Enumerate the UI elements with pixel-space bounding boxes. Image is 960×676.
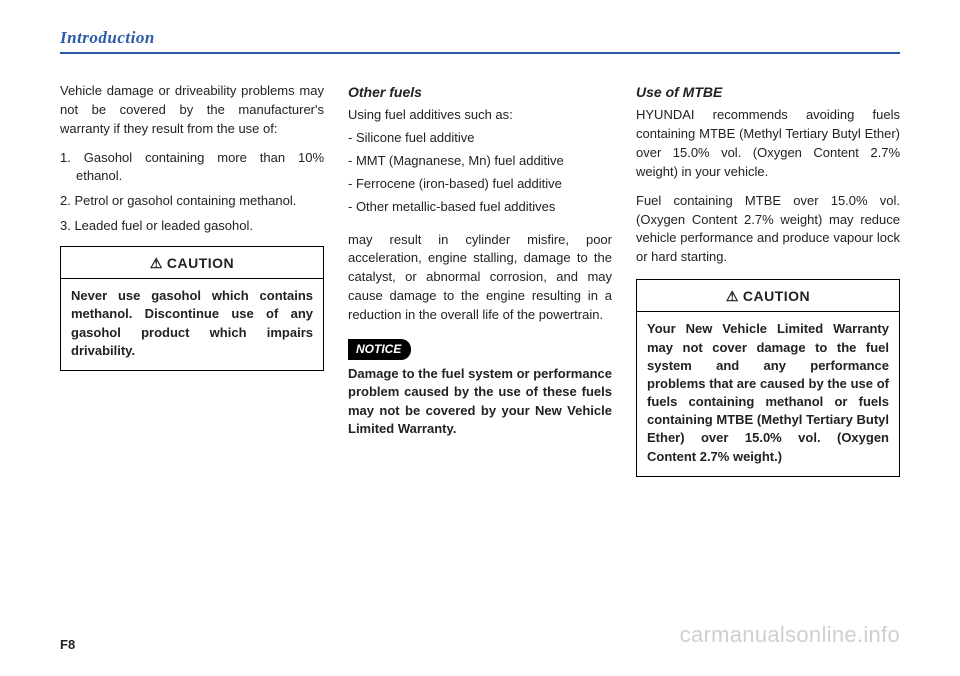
list-item: - Other metallic-based fuel additives	[348, 198, 612, 217]
caution-box: ⚠CAUTION Never use gasohol which con­tai…	[60, 246, 324, 371]
content-columns: Vehicle damage or driveability prob­lems…	[60, 82, 900, 477]
body-paragraph: Fuel containing MTBE over 15.0% vol. (Ox…	[636, 192, 900, 267]
header-rule	[60, 52, 900, 54]
manual-page: Introduction Vehicle damage or driveabil…	[0, 0, 960, 477]
page-header: Introduction	[60, 28, 900, 54]
body-paragraph: HYUNDAI recommends avoiding fuels contai…	[636, 106, 900, 181]
list-item: - Silicone fuel additive	[348, 129, 612, 148]
spacer	[348, 221, 612, 231]
column-2: Other fuels Using fuel additives such as…	[348, 82, 612, 477]
subheading: Other fuels	[348, 82, 612, 102]
warning-icon: ⚠	[150, 255, 163, 271]
list-item: - MMT (Magnanese, Mn) fuel additive	[348, 152, 612, 171]
caution-heading: ⚠CAUTION	[637, 280, 899, 312]
list-item: - Ferrocene (iron-based) fuel additive	[348, 175, 612, 194]
list-item: 3. Leaded fuel or leaded gasohol.	[60, 217, 324, 236]
list-item: 2. Petrol or gasohol containing methanol…	[60, 192, 324, 211]
column-1: Vehicle damage or driveability prob­lems…	[60, 82, 324, 477]
caution-box: ⚠CAUTION Your New Vehicle Limited Warran…	[636, 279, 900, 477]
caution-title: CAUTION	[167, 255, 234, 271]
section-title: Introduction	[60, 28, 900, 48]
column-3: Use of MTBE HYUNDAI recommends avoiding …	[636, 82, 900, 477]
ordered-list: 1. Gasohol containing more than 10% etha…	[60, 149, 324, 236]
caution-body: Never use gasohol which con­tains methan…	[61, 279, 323, 370]
bullet-list: - Silicone fuel additive - MMT (Magnanes…	[348, 129, 612, 216]
intro-paragraph: Vehicle damage or driveability prob­lems…	[60, 82, 324, 139]
watermark: carmanualsonline.info	[680, 622, 900, 648]
caution-heading: ⚠CAUTION	[61, 247, 323, 279]
notice-body: Damage to the fuel system or per­formanc…	[348, 365, 612, 438]
warning-icon: ⚠	[726, 288, 739, 304]
notice-label: NOTICE	[348, 339, 411, 360]
subheading: Use of MTBE	[636, 82, 900, 102]
caution-title: CAUTION	[743, 288, 810, 304]
list-item: 1. Gasohol containing more than 10% etha…	[60, 149, 324, 187]
page-number: F8	[60, 637, 75, 652]
caution-body: Your New Vehicle Limited Warranty may no…	[637, 312, 899, 476]
lead-text: Using fuel additives such as:	[348, 106, 612, 125]
body-paragraph: may result in cylinder misfire, poor acc…	[348, 231, 612, 325]
